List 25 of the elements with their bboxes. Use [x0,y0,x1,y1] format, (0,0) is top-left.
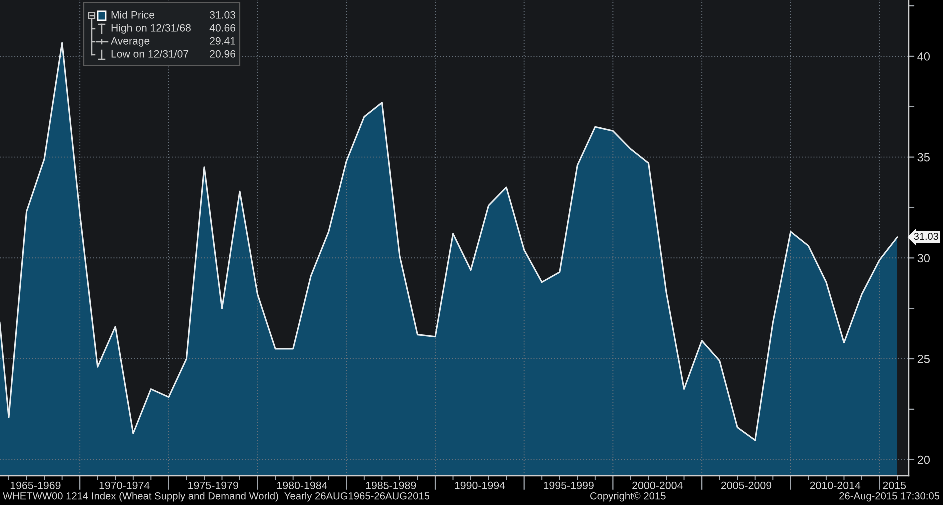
x-tick-label: 1970-1974 [100,482,150,490]
y-tick-label: 35 [918,153,930,162]
x-tick-label: 2000-2004 [632,482,683,490]
x-tick-label: 1985-1989 [366,482,416,490]
x-tick-label: 2010-2014 [810,482,861,490]
text: 26-Aug-2015 17:30:05 [840,492,940,502]
x-tick-label: 2005-2009 [721,482,772,490]
x-tick-label: 1965-1969 [10,482,61,490]
text: WHETWW00 1214 Index (Wheat Supply and Demand World) Yearly 26AUG1965-26AUG2015 [3,492,430,502]
x-tick-label: 1990-1994 [455,482,506,490]
text: 31.03 [210,11,236,19]
x-tick-label: 2015 [883,482,906,490]
y-tick-label: 40 [918,52,930,61]
y-tick-label: 30 [918,254,930,263]
x-tick-label: 1975-1979 [188,482,238,490]
text: Low on 12/31/07 20.96 [112,50,236,58]
legend-label: Mid Price [112,11,155,19]
data-label: 31.03 [914,233,938,240]
x-tick-label: 1995-1999 [544,482,594,490]
y-tick-label: 20 [918,456,930,464]
text: Average 29.41 [111,37,236,47]
x-tick-label: 1980-1984 [277,482,328,490]
y-tick-label: 25 [918,355,930,364]
text: High on 12/31/68 40.66 [112,24,236,34]
text: Copyright© 2015 [590,492,666,502]
